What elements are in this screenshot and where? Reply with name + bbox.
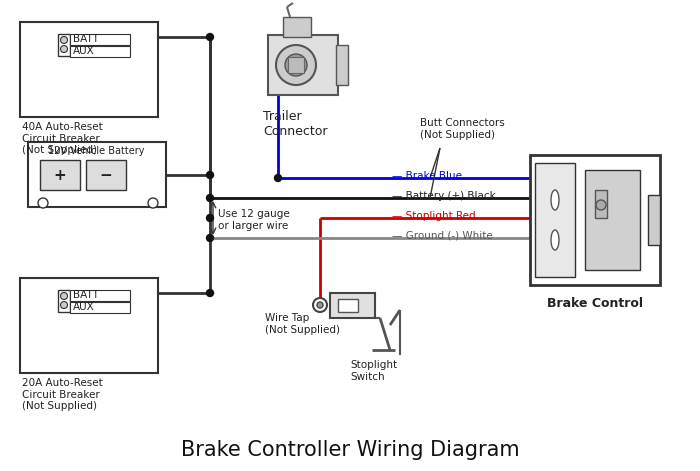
Circle shape: [206, 33, 214, 41]
Bar: [86, 160, 126, 190]
Circle shape: [60, 301, 67, 309]
Circle shape: [60, 292, 67, 300]
Bar: [288, 57, 304, 73]
Circle shape: [313, 298, 327, 312]
Bar: [70, 302, 130, 313]
Circle shape: [148, 198, 158, 208]
Text: Trailer
Connector: Trailer Connector: [263, 110, 328, 138]
Circle shape: [285, 54, 307, 76]
Bar: [338, 299, 358, 312]
Bar: [530, 155, 660, 285]
Bar: [28, 142, 166, 207]
Text: — Battery (+) Black: — Battery (+) Black: [392, 191, 496, 201]
Text: 20A Auto-Reset
Circuit Breaker
(Not Supplied): 20A Auto-Reset Circuit Breaker (Not Supp…: [22, 378, 103, 411]
Ellipse shape: [551, 190, 559, 210]
Bar: [20, 22, 158, 117]
Text: — Stoplight Red: — Stoplight Red: [392, 211, 475, 221]
Bar: [585, 170, 640, 270]
Text: Use 12 gauge
or larger wire: Use 12 gauge or larger wire: [218, 209, 290, 231]
Circle shape: [206, 195, 214, 202]
Text: Butt Connectors
(Not Supplied): Butt Connectors (Not Supplied): [420, 118, 505, 139]
Bar: [70, 46, 130, 57]
Text: BATT: BATT: [73, 291, 99, 300]
Text: 40A Auto-Reset
Circuit Breaker
(Not Supplied): 40A Auto-Reset Circuit Breaker (Not Supp…: [22, 122, 103, 155]
Bar: [648, 195, 660, 245]
Circle shape: [60, 36, 67, 43]
Circle shape: [206, 171, 214, 179]
Circle shape: [38, 198, 48, 208]
Circle shape: [317, 302, 323, 308]
Bar: [40, 160, 80, 190]
Bar: [70, 290, 130, 301]
Bar: [330, 293, 375, 318]
Text: 12V Vehicle Battery: 12V Vehicle Battery: [48, 146, 144, 156]
Bar: [20, 278, 158, 373]
Circle shape: [274, 174, 281, 181]
Circle shape: [206, 290, 214, 297]
Text: Stoplight
Switch: Stoplight Switch: [350, 360, 397, 382]
Text: BATT: BATT: [73, 34, 99, 44]
Text: — Ground (-) White: — Ground (-) White: [392, 231, 493, 241]
Bar: [595, 190, 607, 218]
Text: AUX: AUX: [73, 302, 94, 312]
Text: Brake Controller Wiring Diagram: Brake Controller Wiring Diagram: [181, 440, 519, 460]
Text: −: −: [99, 168, 113, 182]
Ellipse shape: [551, 230, 559, 250]
Circle shape: [596, 200, 606, 210]
Text: +: +: [54, 168, 66, 182]
Text: — Brake Blue: — Brake Blue: [392, 171, 462, 181]
Text: Wire Tap
(Not Supplied): Wire Tap (Not Supplied): [265, 313, 340, 334]
Circle shape: [276, 45, 316, 85]
Bar: [535, 163, 575, 277]
Circle shape: [206, 235, 214, 242]
Bar: [58, 290, 70, 312]
Bar: [70, 34, 130, 45]
Bar: [58, 34, 70, 56]
Text: Brake Control: Brake Control: [547, 297, 643, 310]
Circle shape: [206, 214, 214, 221]
Bar: [336, 45, 348, 85]
Bar: [268, 35, 338, 95]
Circle shape: [60, 46, 67, 52]
Text: AUX: AUX: [73, 47, 94, 57]
Bar: [283, 17, 311, 37]
